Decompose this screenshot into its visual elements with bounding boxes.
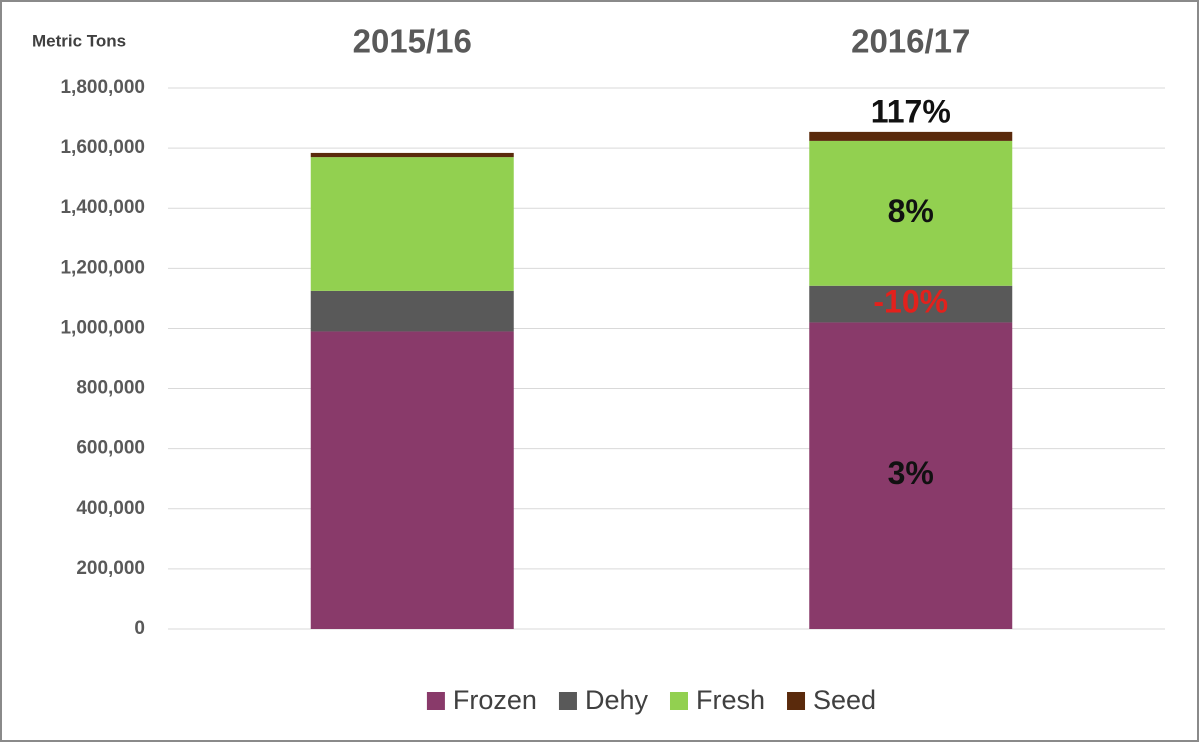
y-tick-label: 400,000 [76,498,145,519]
legend-swatch [669,692,688,710]
bar-segment [310,152,514,158]
y-tick-label: 200,000 [76,558,145,579]
y-tick-label: 1,800,000 [60,77,145,98]
legend-label: Dehy [585,685,649,715]
bar-segment [310,157,514,291]
y-tick-label: 0 [134,618,145,639]
change-label: 117% [871,93,951,129]
bar-segment [310,331,514,629]
bar-segment [310,290,514,332]
legend-swatch [426,692,445,710]
bar-segment [809,131,1013,141]
y-tick-label: 800,000 [76,378,145,399]
y-axis-label: Metric Tons [32,31,126,50]
y-tick-label: 1,400,000 [60,197,145,218]
change-label: 8% [888,193,934,229]
bar-segment [809,140,1013,286]
legend-label: Frozen [453,685,537,715]
y-tick-label: 1,000,000 [60,317,145,338]
y-tick-label: 1,200,000 [60,257,145,278]
legend-swatch [787,692,806,710]
category-label: 2015/16 [353,23,472,60]
bar-segment [809,322,1013,629]
bar-segment [809,285,1013,323]
change-label: 3% [888,455,934,491]
y-tick-label: 600,000 [76,438,145,459]
legend-swatch [558,692,577,710]
change-label: -10% [873,284,948,320]
legend-label: Seed [813,685,876,715]
legend-label: Fresh [696,685,765,715]
y-tick-label: 1,600,000 [60,137,145,158]
category-label: 2016/17 [851,23,970,60]
